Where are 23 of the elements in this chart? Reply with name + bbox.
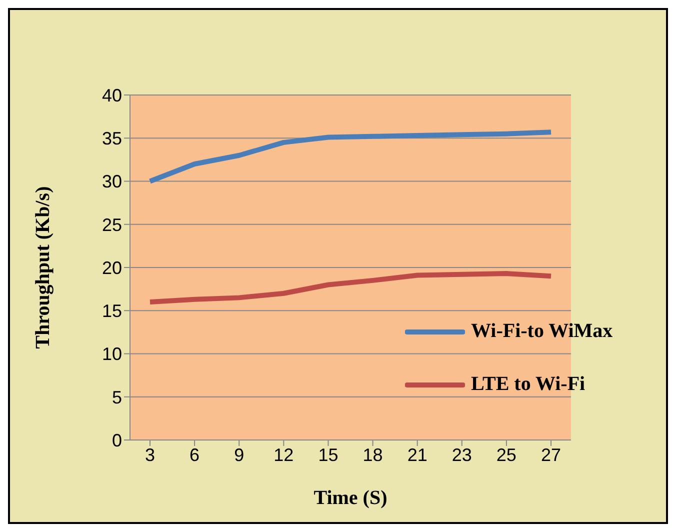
y-tick-label: 15 — [102, 301, 122, 322]
x-tick-label: 27 — [540, 444, 562, 465]
x-tick-label: 15 — [318, 444, 338, 465]
y-tick-label: 0 — [112, 430, 122, 450]
y-tick-label: 35 — [102, 128, 122, 149]
x-tick-label: 23 — [452, 444, 472, 465]
y-tick-label: 10 — [102, 344, 122, 364]
x-tick-label: 6 — [190, 444, 200, 465]
x-tick-label: 25 — [496, 444, 516, 465]
x-axis-title: Time (S) — [314, 487, 388, 509]
x-tick-label: 21 — [407, 444, 428, 465]
x-tick-label: 12 — [274, 444, 294, 465]
x-tick-label: 18 — [362, 444, 383, 465]
legend-label: LTE to Wi-Fi — [471, 373, 586, 396]
x-tick-label: 9 — [234, 444, 244, 465]
y-tick-label: 40 — [102, 85, 122, 106]
y-tick-label: 5 — [112, 387, 122, 408]
y-tick-label: 20 — [102, 258, 122, 278]
y-axis-title: Throughput (Kb/s) — [32, 186, 54, 349]
y-tick-label: 25 — [102, 214, 122, 235]
x-tick-label: 3 — [144, 444, 156, 465]
y-tick-label: 30 — [102, 172, 122, 192]
legend-label: Wi-Fi-to WiMax — [471, 320, 613, 343]
